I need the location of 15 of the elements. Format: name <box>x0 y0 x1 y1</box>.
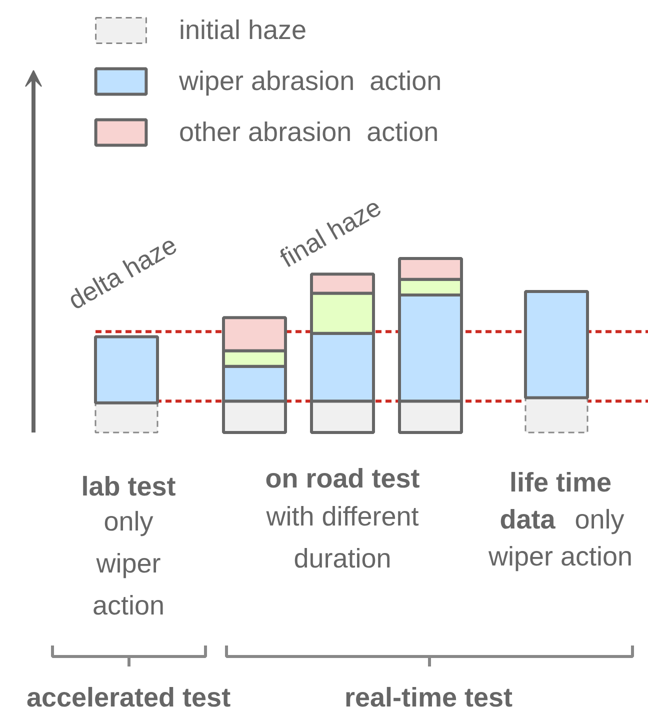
text: data <box>500 504 556 534</box>
text: accelerated test <box>26 682 231 712</box>
legend-label: wiper abrasion action <box>179 65 442 97</box>
annotation: final haze <box>274 192 386 274</box>
text: with different duration <box>265 502 420 574</box>
text: only <box>574 504 625 534</box>
text: wiper action <box>487 542 633 572</box>
text: real-time test <box>344 682 513 712</box>
text: on road test <box>265 464 420 494</box>
legend-label: other abrasion action <box>179 116 439 148</box>
annotation: delta haze <box>63 230 182 316</box>
text: lab test <box>81 472 176 502</box>
legend-label: initial haze <box>179 14 307 46</box>
text: life time <box>509 468 612 498</box>
text: only wiper action <box>92 506 165 620</box>
